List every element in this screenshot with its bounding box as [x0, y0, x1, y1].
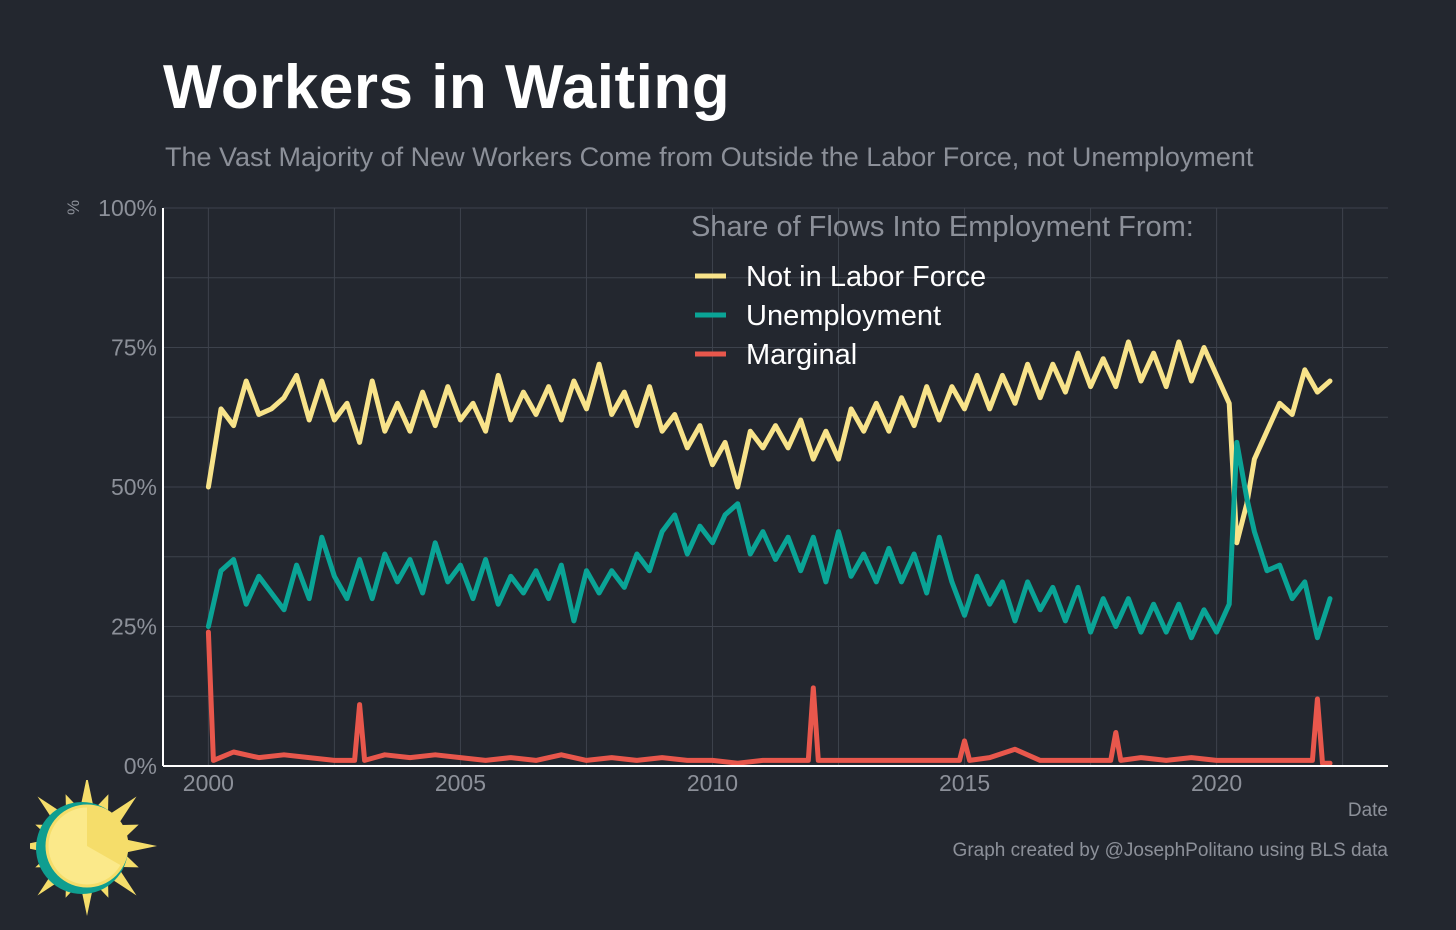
sun-logo-icon [30, 780, 157, 916]
chart-title: Workers in Waiting [163, 53, 731, 122]
series-line-not-in-labor-force [205, 339, 1333, 546]
legend: Share of Flows Into Employment From: Not … [691, 211, 1194, 371]
x-axis-title: Date [1347, 800, 1388, 821]
sun-ray [110, 796, 137, 823]
y-axis-title: % [64, 199, 83, 215]
series-line-marginal [205, 629, 1333, 766]
x-tick-label: 2000 [183, 770, 234, 796]
tick-labels: 0% 25% 50% 75% 100% 2000 2005 2010 2015 2020 [98, 195, 1242, 796]
y-tick-label: 50% [111, 474, 157, 500]
y-tick-label: 0% [124, 753, 157, 779]
chart-subtitle: The Vast Majority of New Workers Come fr… [165, 142, 1254, 172]
sun-ray [126, 839, 157, 853]
x-tick-label: 2020 [1191, 770, 1242, 796]
series-lines [205, 339, 1333, 766]
sun-ray [80, 780, 94, 807]
grid-lines [163, 207, 1388, 766]
legend-label: Marginal [746, 339, 857, 371]
x-tick-label: 2015 [939, 770, 990, 796]
legend-label: Not in Labor Force [746, 261, 986, 293]
x-tick-label: 2005 [435, 770, 486, 796]
series-line-unemployment [205, 439, 1333, 641]
y-tick-label: 75% [111, 335, 157, 361]
legend-label: Unemployment [746, 300, 941, 332]
axes [162, 208, 1388, 767]
y-tick-label: 100% [98, 195, 157, 221]
source-caption: Graph created by @JosephPolitano using B… [952, 840, 1388, 861]
x-tick-label: 2010 [687, 770, 738, 796]
legend-title: Share of Flows Into Employment From: [691, 211, 1194, 243]
logo-sun-highlight [87, 805, 128, 866]
y-tick-label: 25% [111, 614, 157, 640]
